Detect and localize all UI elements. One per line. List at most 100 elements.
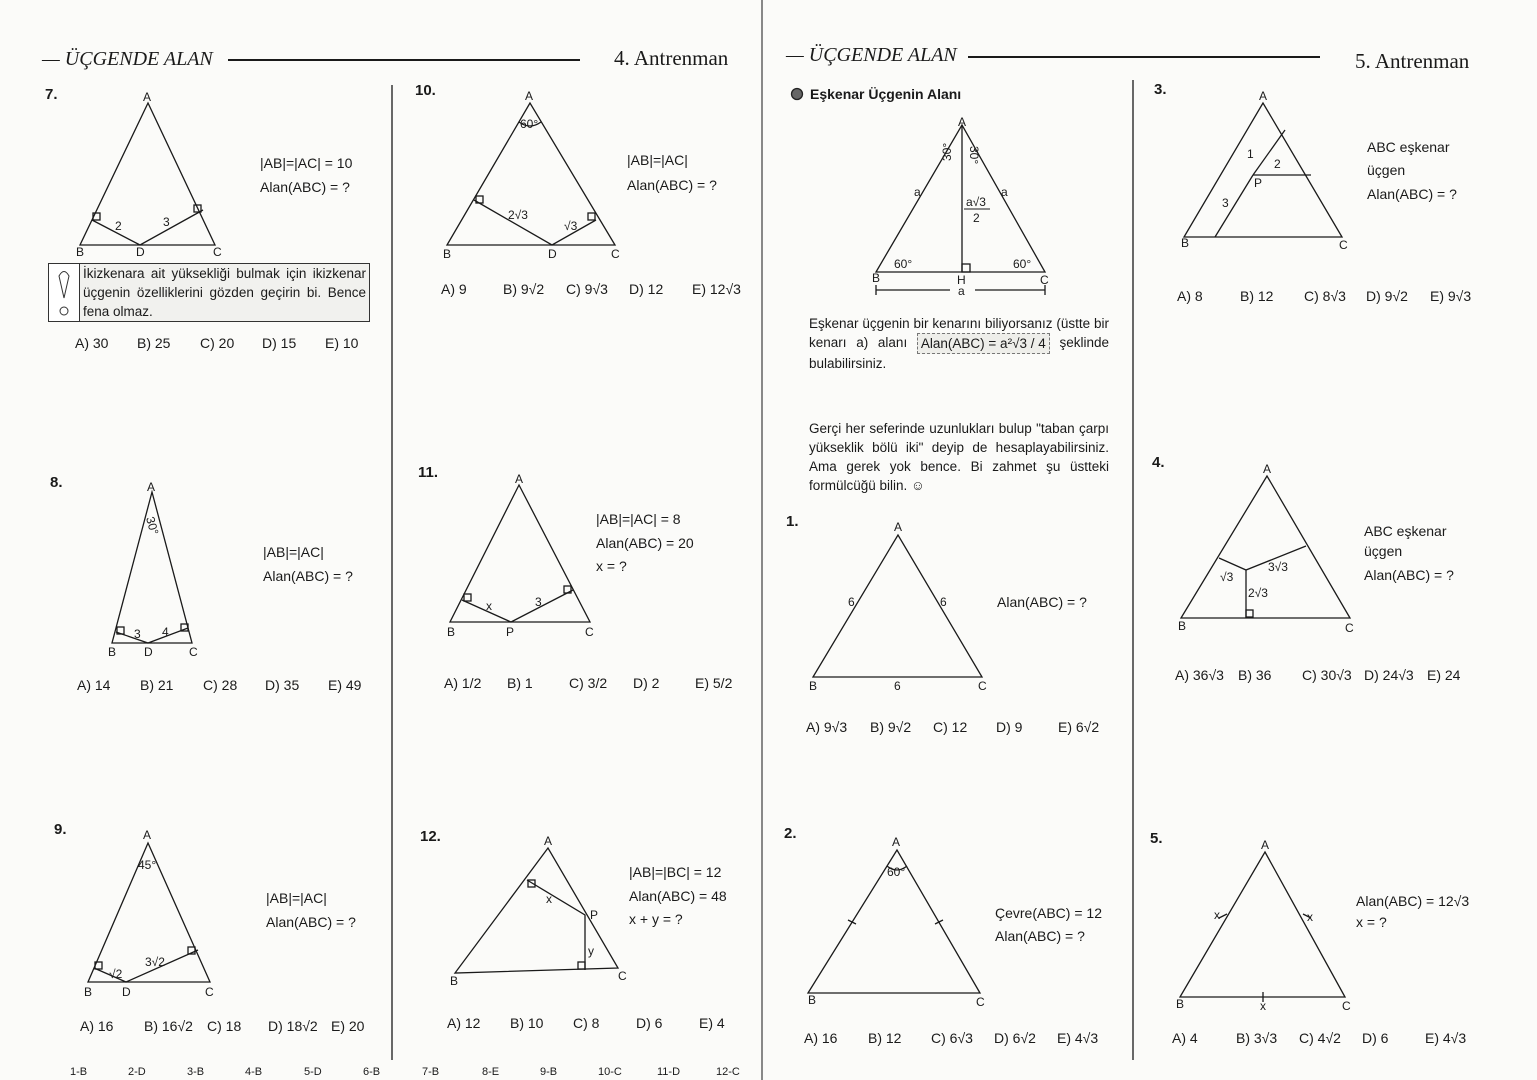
answer-choice: D) 35 xyxy=(265,677,300,693)
answer-choice: C) 8 xyxy=(573,1015,600,1031)
page-header-title: — ÜÇGENDE ALAN xyxy=(786,44,957,66)
vertex-label: C xyxy=(611,247,620,261)
length-label: y xyxy=(588,944,594,958)
answer-choice: D) 9√2 xyxy=(1366,288,1408,304)
angle-label: 30° xyxy=(143,515,161,536)
answer-choice: D) 6 xyxy=(636,1015,663,1031)
length-label: x xyxy=(1260,999,1266,1013)
answer-choice: E) 4√3 xyxy=(1057,1030,1099,1046)
answer-choice: A) 8 xyxy=(1177,288,1203,304)
answer-choice: D) 6√2 xyxy=(994,1030,1036,1046)
figure-r4 xyxy=(1179,474,1352,619)
length-label: 3 xyxy=(1222,196,1229,210)
length-label: a√3 xyxy=(966,195,986,209)
vertex-label: A xyxy=(1261,838,1269,852)
problem-given: x + y = ? xyxy=(629,911,683,927)
length-label: 2√3 xyxy=(1248,586,1268,600)
angle-label: 60° xyxy=(1013,257,1031,271)
answer-choice: B) 3√3 xyxy=(1236,1030,1278,1046)
vertex-label: B xyxy=(76,245,84,259)
length-label: 6 xyxy=(848,595,855,609)
answer-key-item: 3-B xyxy=(187,1066,205,1078)
vertex-label: C xyxy=(976,995,985,1009)
vertex-label: C xyxy=(213,245,222,259)
length-label: 3 xyxy=(535,595,542,609)
vertex-label: B xyxy=(809,679,817,693)
answer-choice: E) 9√3 xyxy=(1430,288,1472,304)
problem-given: Çevre(ABC) = 12 xyxy=(995,905,1102,921)
vertex-label: B xyxy=(1176,997,1184,1011)
answer-choice: C) 20 xyxy=(200,335,235,351)
answer-choice: B) 12 xyxy=(1240,288,1274,304)
problem-given: Alan(ABC) = ? xyxy=(263,568,353,584)
vertex-label: A xyxy=(143,90,151,104)
answer-choice: A) 16 xyxy=(80,1018,114,1034)
problem-given: |AB|=|AC| xyxy=(627,152,688,168)
problem-number: 11. xyxy=(418,464,439,481)
vertex-label: C xyxy=(585,625,594,639)
vertex-label: B xyxy=(872,271,880,285)
vertex-label: D xyxy=(548,247,557,261)
answer-choice: B) 12 xyxy=(868,1030,902,1046)
length-label: 6 xyxy=(894,679,901,693)
problem-number: 1. xyxy=(786,513,799,530)
answer-choice: E) 4 xyxy=(699,1015,725,1031)
vertex-label: B xyxy=(450,974,458,988)
answer-choice: D) 6 xyxy=(1362,1030,1389,1046)
answer-choice: B) 36 xyxy=(1238,667,1272,683)
answer-key-item: 1-B xyxy=(70,1066,88,1078)
answer-choice: C) 30√3 xyxy=(1302,667,1352,683)
problem-number: 8. xyxy=(50,474,63,491)
length-label: 3 xyxy=(134,627,141,641)
length-label: 3√3 xyxy=(1268,560,1288,574)
vertex-label: C xyxy=(189,645,198,659)
answer-choice: C) 12 xyxy=(933,719,968,735)
vertex-label: A xyxy=(525,89,533,103)
figure-r1 xyxy=(811,533,984,678)
problem-number: 2. xyxy=(784,825,797,842)
intro-paragraph: Eşkenar üçgenin bir kenarını biliyorsanı… xyxy=(809,314,1109,373)
answer-key-item: 9-B xyxy=(540,1066,558,1078)
vertex-label: C xyxy=(1342,999,1351,1013)
problem-given: Alan(ABC) = ? xyxy=(1367,186,1457,202)
angle-label: 60° xyxy=(887,865,905,879)
answer-key-item: 6-B xyxy=(363,1066,381,1078)
answer-choice: C) 6√3 xyxy=(931,1030,973,1046)
answer-choice: B) 9√2 xyxy=(503,281,545,297)
answer-choice: D) 2 xyxy=(633,675,660,691)
length-label: 2 xyxy=(115,219,122,233)
problem-given: Alan(ABC) = 20 xyxy=(596,535,694,551)
problem-number: 3. xyxy=(1154,81,1167,98)
problem-given: ABC eşkenar xyxy=(1364,523,1447,539)
answer-choice: C) 9√3 xyxy=(566,281,608,297)
vertex-label: D xyxy=(122,985,131,999)
length-label: √3 xyxy=(564,219,578,233)
vertex-label: B xyxy=(84,985,92,999)
vertex-label: B xyxy=(1181,236,1189,250)
answer-key-item: 5-D xyxy=(304,1066,322,1078)
answer-key-item: 11-D xyxy=(657,1066,681,1078)
answer-choice: C) 8√3 xyxy=(1304,288,1346,304)
answer-choice: A) 1/2 xyxy=(444,675,482,691)
vertex-label: C xyxy=(1339,238,1348,252)
problem-given: üçgen xyxy=(1367,162,1406,178)
problem-given: x = ? xyxy=(596,558,627,574)
length-label: √2 xyxy=(109,967,123,981)
vertex-label: A xyxy=(147,480,155,494)
problem-given: Alan(ABC) = ? xyxy=(995,928,1085,944)
vertex-label: A xyxy=(958,115,966,129)
vertex-label: B xyxy=(447,625,455,639)
answer-key-item: 2-D xyxy=(128,1066,146,1078)
vertex-label: C xyxy=(1345,621,1354,635)
vertex-label: A xyxy=(892,835,900,849)
figure-r5 xyxy=(1178,850,1347,1002)
figure-q12 xyxy=(453,846,620,974)
vertex-label: C xyxy=(618,969,627,983)
figure-equilateral-intro xyxy=(790,87,1047,295)
figure-r2 xyxy=(806,848,982,994)
length-label: 2√3 xyxy=(508,208,528,222)
answer-choice: D) 24√3 xyxy=(1364,667,1414,683)
vertex-label: H xyxy=(957,273,966,287)
answer-choice: C) 18 xyxy=(207,1018,242,1034)
